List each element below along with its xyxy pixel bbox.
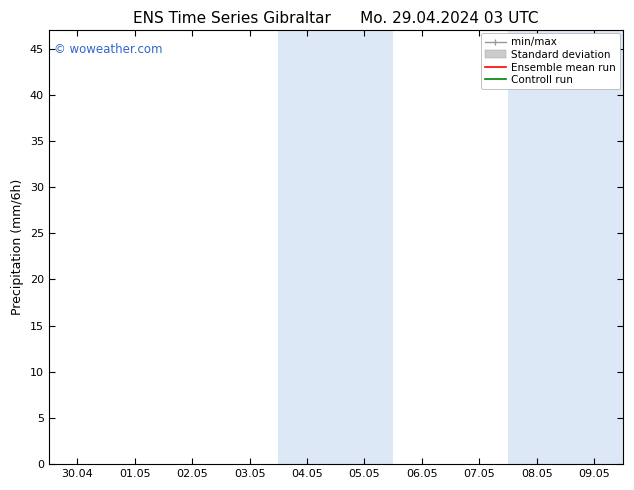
Title: ENS Time Series Gibraltar      Mo. 29.04.2024 03 UTC: ENS Time Series Gibraltar Mo. 29.04.2024… — [133, 11, 538, 26]
Bar — [278, 30, 393, 464]
Text: © woweather.com: © woweather.com — [55, 43, 163, 56]
Legend: min/max, Standard deviation, Ensemble mean run, Controll run: min/max, Standard deviation, Ensemble me… — [481, 33, 620, 89]
Bar — [508, 30, 623, 464]
Y-axis label: Precipitation (mm/6h): Precipitation (mm/6h) — [11, 179, 24, 315]
